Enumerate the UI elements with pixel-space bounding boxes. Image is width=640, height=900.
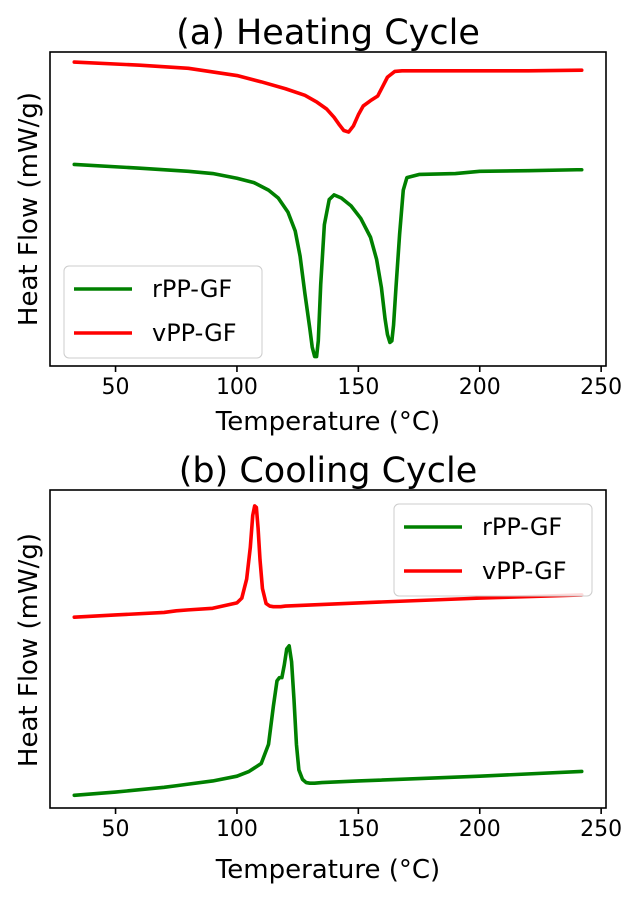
heating-x-tick-label: 100 — [216, 375, 258, 400]
cooling-plot-area: 50 100 150 200 250 rPP-GF vPP-GF — [49, 489, 622, 842]
cooling-axes-frame — [49, 489, 607, 809]
cooling-x-tick-label: 200 — [459, 817, 501, 842]
heating-cycle-panel: (a) Heating Cycle Temperature (°C) Heat … — [14, 13, 622, 437]
heating-x-axis-label: Temperature (°C) — [215, 407, 440, 437]
cooling-series-vpp-gf-line — [72, 504, 584, 619]
cooling-legend-label-rpp-gf: rPP-GF — [482, 513, 562, 541]
cooling-y-axis-label: Heat Flow (mW/g) — [14, 533, 44, 767]
heating-x-tick-label: 250 — [580, 375, 622, 400]
heating-axes-frame — [49, 51, 607, 367]
cooling-legend: rPP-GF vPP-GF — [393, 503, 593, 597]
cooling-series-rpp-gf-line — [72, 644, 584, 798]
cooling-x-tick-label: 100 — [216, 817, 258, 842]
cooling-cycle-panel: (b) Cooling Cycle Temperature (°C) Heat … — [14, 451, 622, 885]
heating-series-rpp-gf-line — [72, 162, 584, 359]
cooling-x-tick-label: 50 — [102, 817, 130, 842]
cooling-x-axis-label: Temperature (°C) — [215, 855, 440, 885]
heating-legend: rPP-GF vPP-GF — [63, 265, 263, 359]
cooling-legend-label-vpp-gf: vPP-GF — [482, 557, 567, 585]
heating-y-axis-label: Heat Flow (mW/g) — [14, 92, 44, 326]
heating-x-tick-label: 50 — [102, 375, 130, 400]
cooling-x-tick-label: 250 — [580, 817, 622, 842]
cooling-x-tick-label: 150 — [337, 817, 379, 842]
heating-series-vpp-gf-line — [72, 60, 584, 134]
cooling-chart-title: (b) Cooling Cycle — [179, 451, 478, 491]
heating-legend-label-vpp-gf: vPP-GF — [152, 319, 237, 347]
heating-x-tick-label: 200 — [459, 375, 501, 400]
heating-chart-title: (a) Heating Cycle — [176, 13, 480, 53]
heating-plot-area: 50 100 150 200 250 rPP-GF vPP-GF — [49, 51, 622, 400]
heating-x-tick-label: 150 — [337, 375, 379, 400]
heating-legend-label-rpp-gf: rPP-GF — [152, 275, 232, 303]
